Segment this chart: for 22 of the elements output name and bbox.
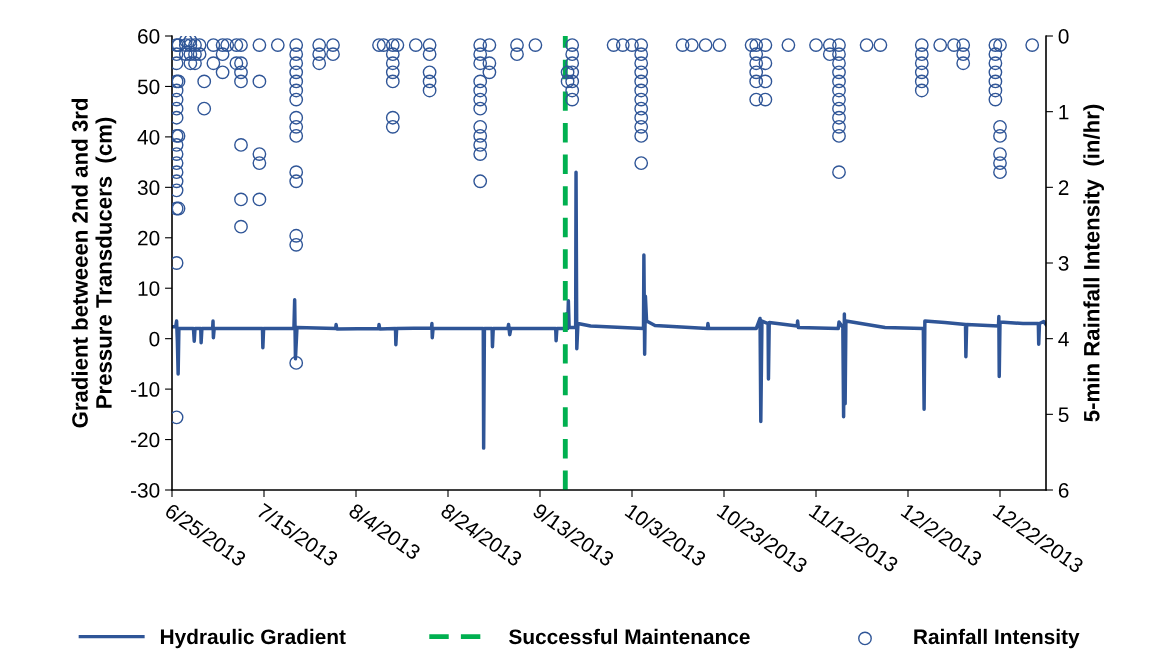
y-axis-title: Gradient betweeen 2nd and 3rd Pressure Transducers (cm): [71, 98, 117, 428]
y-tick-label: 60: [138, 29, 160, 44]
y-tick-label: 0: [149, 331, 160, 347]
y-tick-label: 10: [138, 281, 160, 296]
y2-tick-label: 6: [1058, 483, 1069, 498]
y-tick-label: -10: [131, 382, 160, 397]
y-tick-label: 40: [137, 129, 160, 145]
y2-tick-label: 1: [1059, 104, 1069, 120]
y-tick-label: 30: [137, 180, 160, 196]
y2-tick-label: 4: [1058, 331, 1069, 347]
y2-tick-label: 2: [1058, 180, 1069, 195]
y2-axis-title: 5-min Rainfall Intensity (in/hr): [1083, 104, 1104, 422]
y2-tick-label: 5: [1058, 407, 1069, 423]
y-tick-label: -30: [131, 483, 160, 498]
y2-tick-label: 0: [1058, 29, 1069, 44]
legend-label: Successful Maintenance: [509, 628, 750, 645]
y-tick-label: -20: [131, 432, 160, 448]
legend-label: Hydraulic Gradient: [160, 628, 346, 649]
y-tick-label: 20: [138, 230, 160, 246]
y2-tick-label: 3: [1058, 256, 1069, 271]
legend-label: Rainfall Intensity: [914, 628, 1080, 649]
y-tick-label: 50: [137, 79, 160, 95]
